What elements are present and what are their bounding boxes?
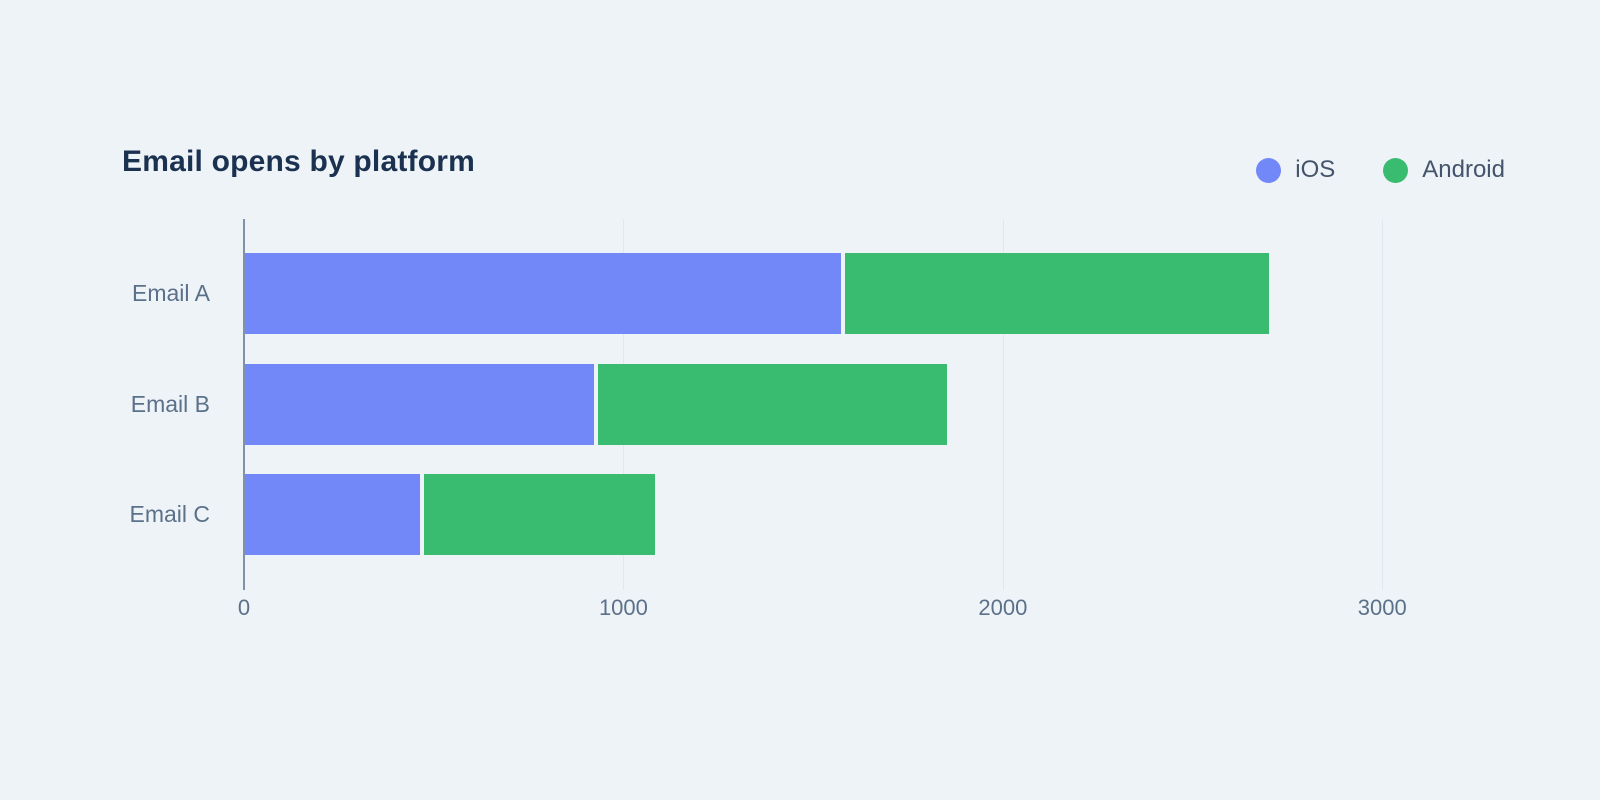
chart-title: Email opens by platform — [122, 145, 475, 178]
bar-email-b-ios[interactable] — [245, 363, 595, 445]
legend-item-android[interactable]: Android — [1383, 156, 1505, 184]
y-axis-line — [243, 219, 245, 590]
category-label-email-a: Email A — [132, 280, 210, 306]
legend-item-ios[interactable]: iOS — [1256, 156, 1335, 184]
bar-email-b-android[interactable] — [594, 363, 947, 445]
x-tick-label-3000: 3000 — [1357, 595, 1407, 620]
x-tick-label-1000: 1000 — [598, 595, 648, 620]
gridline-3000 — [1382, 219, 1383, 590]
x-tick-label-2000: 2000 — [978, 595, 1028, 620]
bar-email-a-ios[interactable] — [245, 253, 841, 334]
category-label-email-b: Email B — [130, 390, 210, 417]
legend-label-ios: iOS — [1295, 156, 1336, 183]
legend: iOS Android — [1256, 156, 1505, 184]
legend-label-android: Android — [1422, 156, 1505, 183]
bar-email-c-ios[interactable] — [245, 474, 420, 555]
bar-email-c-android[interactable] — [419, 474, 655, 555]
category-label-email-c: Email C — [129, 501, 210, 527]
legend-dot-android — [1383, 157, 1409, 183]
x-tick-label-0: 0 — [237, 595, 251, 620]
bar-email-a-android[interactable] — [840, 253, 1270, 334]
gridline-2000 — [1003, 219, 1004, 590]
legend-dot-ios — [1256, 157, 1282, 183]
